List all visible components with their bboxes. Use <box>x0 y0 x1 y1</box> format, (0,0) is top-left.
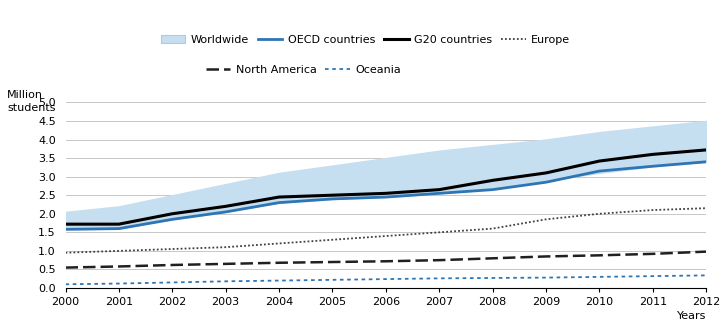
Legend: North America, Oceania: North America, Oceania <box>205 65 401 75</box>
X-axis label: Years: Years <box>677 311 706 320</box>
Text: Million
students: Million students <box>7 90 56 113</box>
